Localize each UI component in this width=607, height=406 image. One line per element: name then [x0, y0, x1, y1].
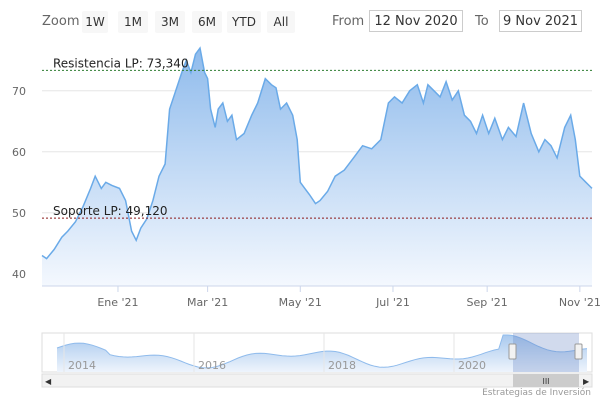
zoom-all-button[interactable]: All	[267, 11, 295, 33]
range-selector-toolbar: Zoom 1W 1M 3M 6M YTD All From 12 Nov 202…	[0, 0, 607, 42]
navigator-right-handle[interactable]	[574, 343, 583, 360]
x-tick-label: Sep '21	[467, 296, 508, 309]
y-tick-label: 40	[12, 268, 26, 281]
scrollbar-right-arrow[interactable]: ▶	[583, 377, 590, 386]
scrollbar-left-arrow[interactable]: ◀	[45, 377, 52, 386]
x-tick-label: Jul '21	[375, 296, 410, 309]
resistance-label: Resistencia LP: 73,340	[53, 56, 189, 70]
scrollbar-grip[interactable]: III	[542, 377, 549, 386]
from-label: From	[332, 14, 365, 29]
y-tick-label: 70	[12, 85, 26, 98]
zoom-1w-button[interactable]: 1W	[82, 11, 108, 33]
navigator-year-label: 2014	[68, 359, 96, 372]
y-tick-label: 60	[12, 146, 26, 159]
support-label: Soporte LP: 49,120	[53, 204, 168, 218]
series-area-fill	[42, 48, 592, 286]
x-tick-label: Ene '21	[97, 296, 138, 309]
x-tick-label: Nov '21	[559, 296, 601, 309]
credits-link[interactable]: Estrategias de Inversión	[482, 388, 591, 398]
zoom-6m-button[interactable]: 6M	[192, 11, 222, 33]
navigator-year-label: 2016	[198, 359, 226, 372]
zoom-1m-button[interactable]: 1M	[118, 11, 148, 33]
navigator-left-handle[interactable]	[508, 343, 517, 360]
navigator-year-label: 2018	[328, 359, 356, 372]
scrollbar-track[interactable]	[41, 373, 593, 388]
series-line	[41, 46, 593, 260]
zoom-3m-button[interactable]: 3M	[155, 11, 185, 33]
navigator-selection[interactable]	[513, 333, 579, 372]
to-label: To	[475, 14, 489, 29]
x-tick-label: May '21	[279, 296, 322, 309]
to-date-input[interactable]: 9 Nov 2021	[499, 10, 582, 32]
zoom-label: Zoom	[42, 14, 80, 29]
navigator-line	[56, 334, 588, 369]
navigator-year-label: 2020	[458, 359, 486, 372]
zoom-ytd-button[interactable]: YTD	[227, 11, 261, 33]
x-tick-label: Mar '21	[187, 296, 228, 309]
y-tick-label: 50	[12, 207, 26, 220]
from-date-input[interactable]: 12 Nov 2020	[369, 10, 463, 32]
scrollbar-thumb[interactable]	[513, 374, 579, 387]
